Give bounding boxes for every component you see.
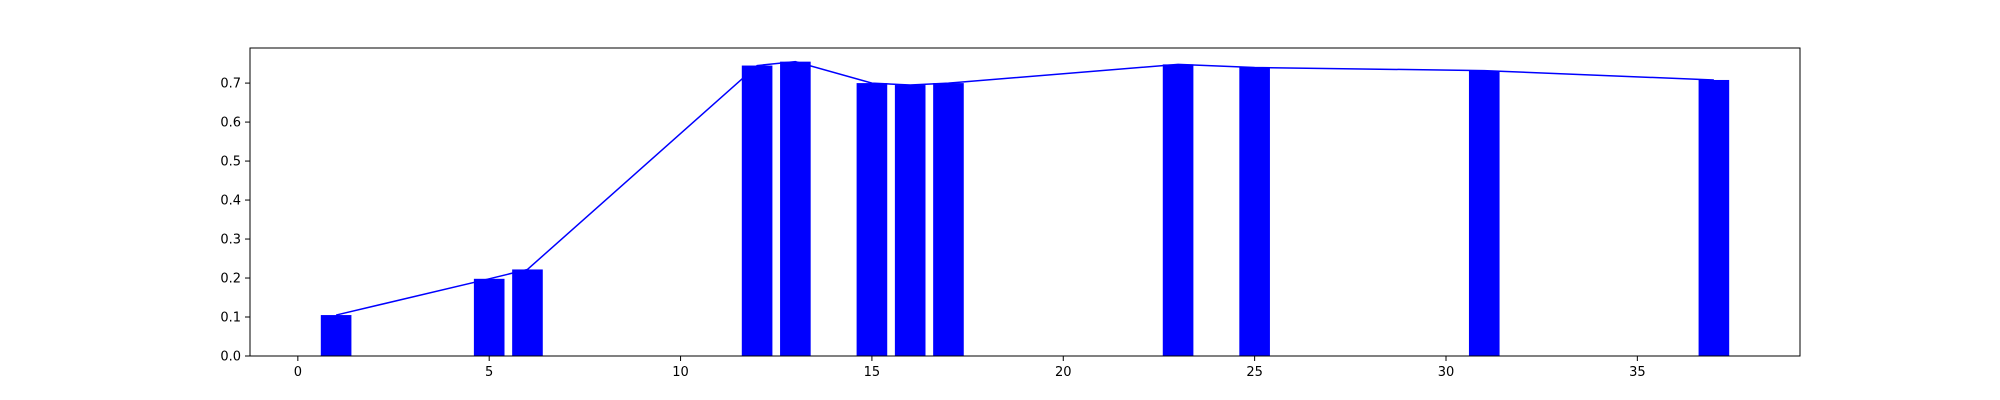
x-tick-label: 35 [1629, 365, 1646, 380]
plot-frame [249, 47, 1801, 357]
line-group [335, 60, 1714, 316]
bar [1698, 79, 1730, 357]
bar [933, 83, 964, 356]
bars-group [320, 61, 1730, 357]
y-tick-label: 0.6 [220, 116, 241, 131]
bar [856, 83, 888, 356]
y-tick-label: 0.4 [220, 194, 241, 209]
x-tick-label: 15 [864, 365, 881, 380]
bar [1162, 64, 1194, 356]
bar [741, 65, 773, 356]
bar [473, 278, 505, 356]
y-tick-label: 0.1 [220, 311, 241, 326]
y-axis: 0.0 0.1 0.2 0.3 0.4 0.5 0.6 0.7 [220, 77, 250, 365]
bar [320, 315, 352, 356]
y-tick-label: 0.5 [220, 155, 241, 170]
y-tick-label: 0.7 [220, 77, 241, 92]
series-line [335, 60, 1714, 316]
x-tick-label: 5 [485, 365, 493, 380]
bar [1239, 67, 1270, 357]
x-tick-label: 25 [1246, 365, 1263, 380]
y-tick-label: 0.0 [220, 350, 241, 365]
y-tick-label: 0.3 [220, 233, 241, 248]
bar [780, 61, 811, 356]
bar [1468, 70, 1500, 356]
bar [894, 85, 926, 357]
x-tick-label: 30 [1438, 365, 1455, 380]
bar [512, 269, 543, 356]
x-tick-label: 10 [672, 365, 689, 380]
x-axis: 0 5 10 15 20 25 30 35 [294, 356, 1646, 380]
y-tick-label: 0.2 [220, 272, 241, 287]
x-tick-label: 0 [294, 365, 302, 380]
x-tick-label: 20 [1055, 365, 1072, 380]
